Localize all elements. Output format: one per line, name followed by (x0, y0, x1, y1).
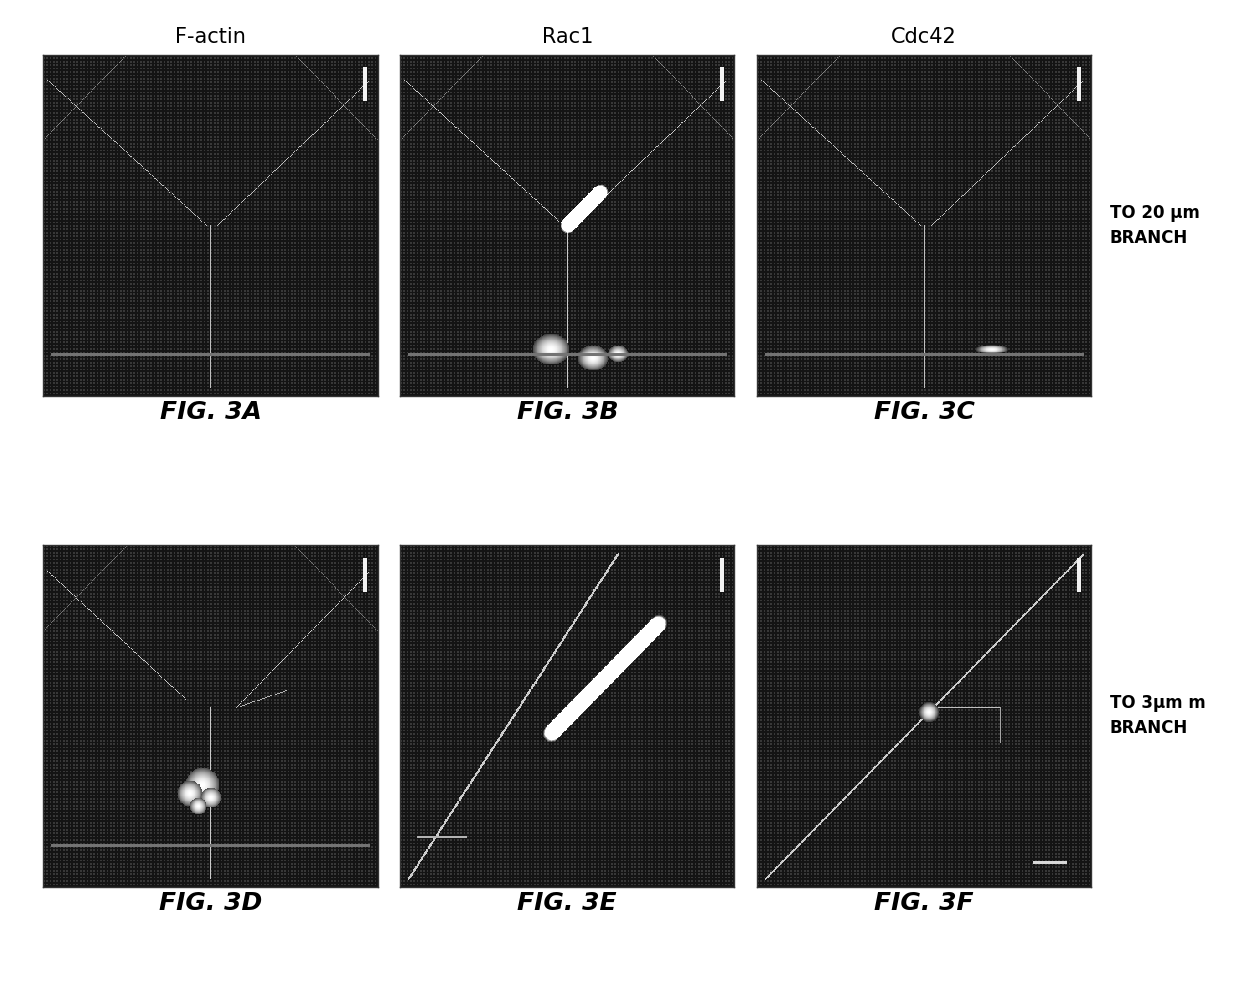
Text: TO 20 μm
BRANCH: TO 20 μm BRANCH (1110, 204, 1199, 247)
Text: FIG. 3A: FIG. 3A (160, 400, 262, 424)
Text: F-actin: F-actin (175, 27, 246, 47)
Text: FIG. 3F: FIG. 3F (874, 891, 973, 915)
Text: FIG. 3D: FIG. 3D (159, 891, 262, 915)
Text: FIG. 3B: FIG. 3B (517, 400, 618, 424)
Text: FIG. 3E: FIG. 3E (517, 891, 618, 915)
Text: Cdc42: Cdc42 (892, 27, 957, 47)
Text: TO 3μm m
BRANCH: TO 3μm m BRANCH (1110, 695, 1205, 737)
Text: Rac1: Rac1 (542, 27, 593, 47)
Text: FIG. 3C: FIG. 3C (873, 400, 975, 424)
